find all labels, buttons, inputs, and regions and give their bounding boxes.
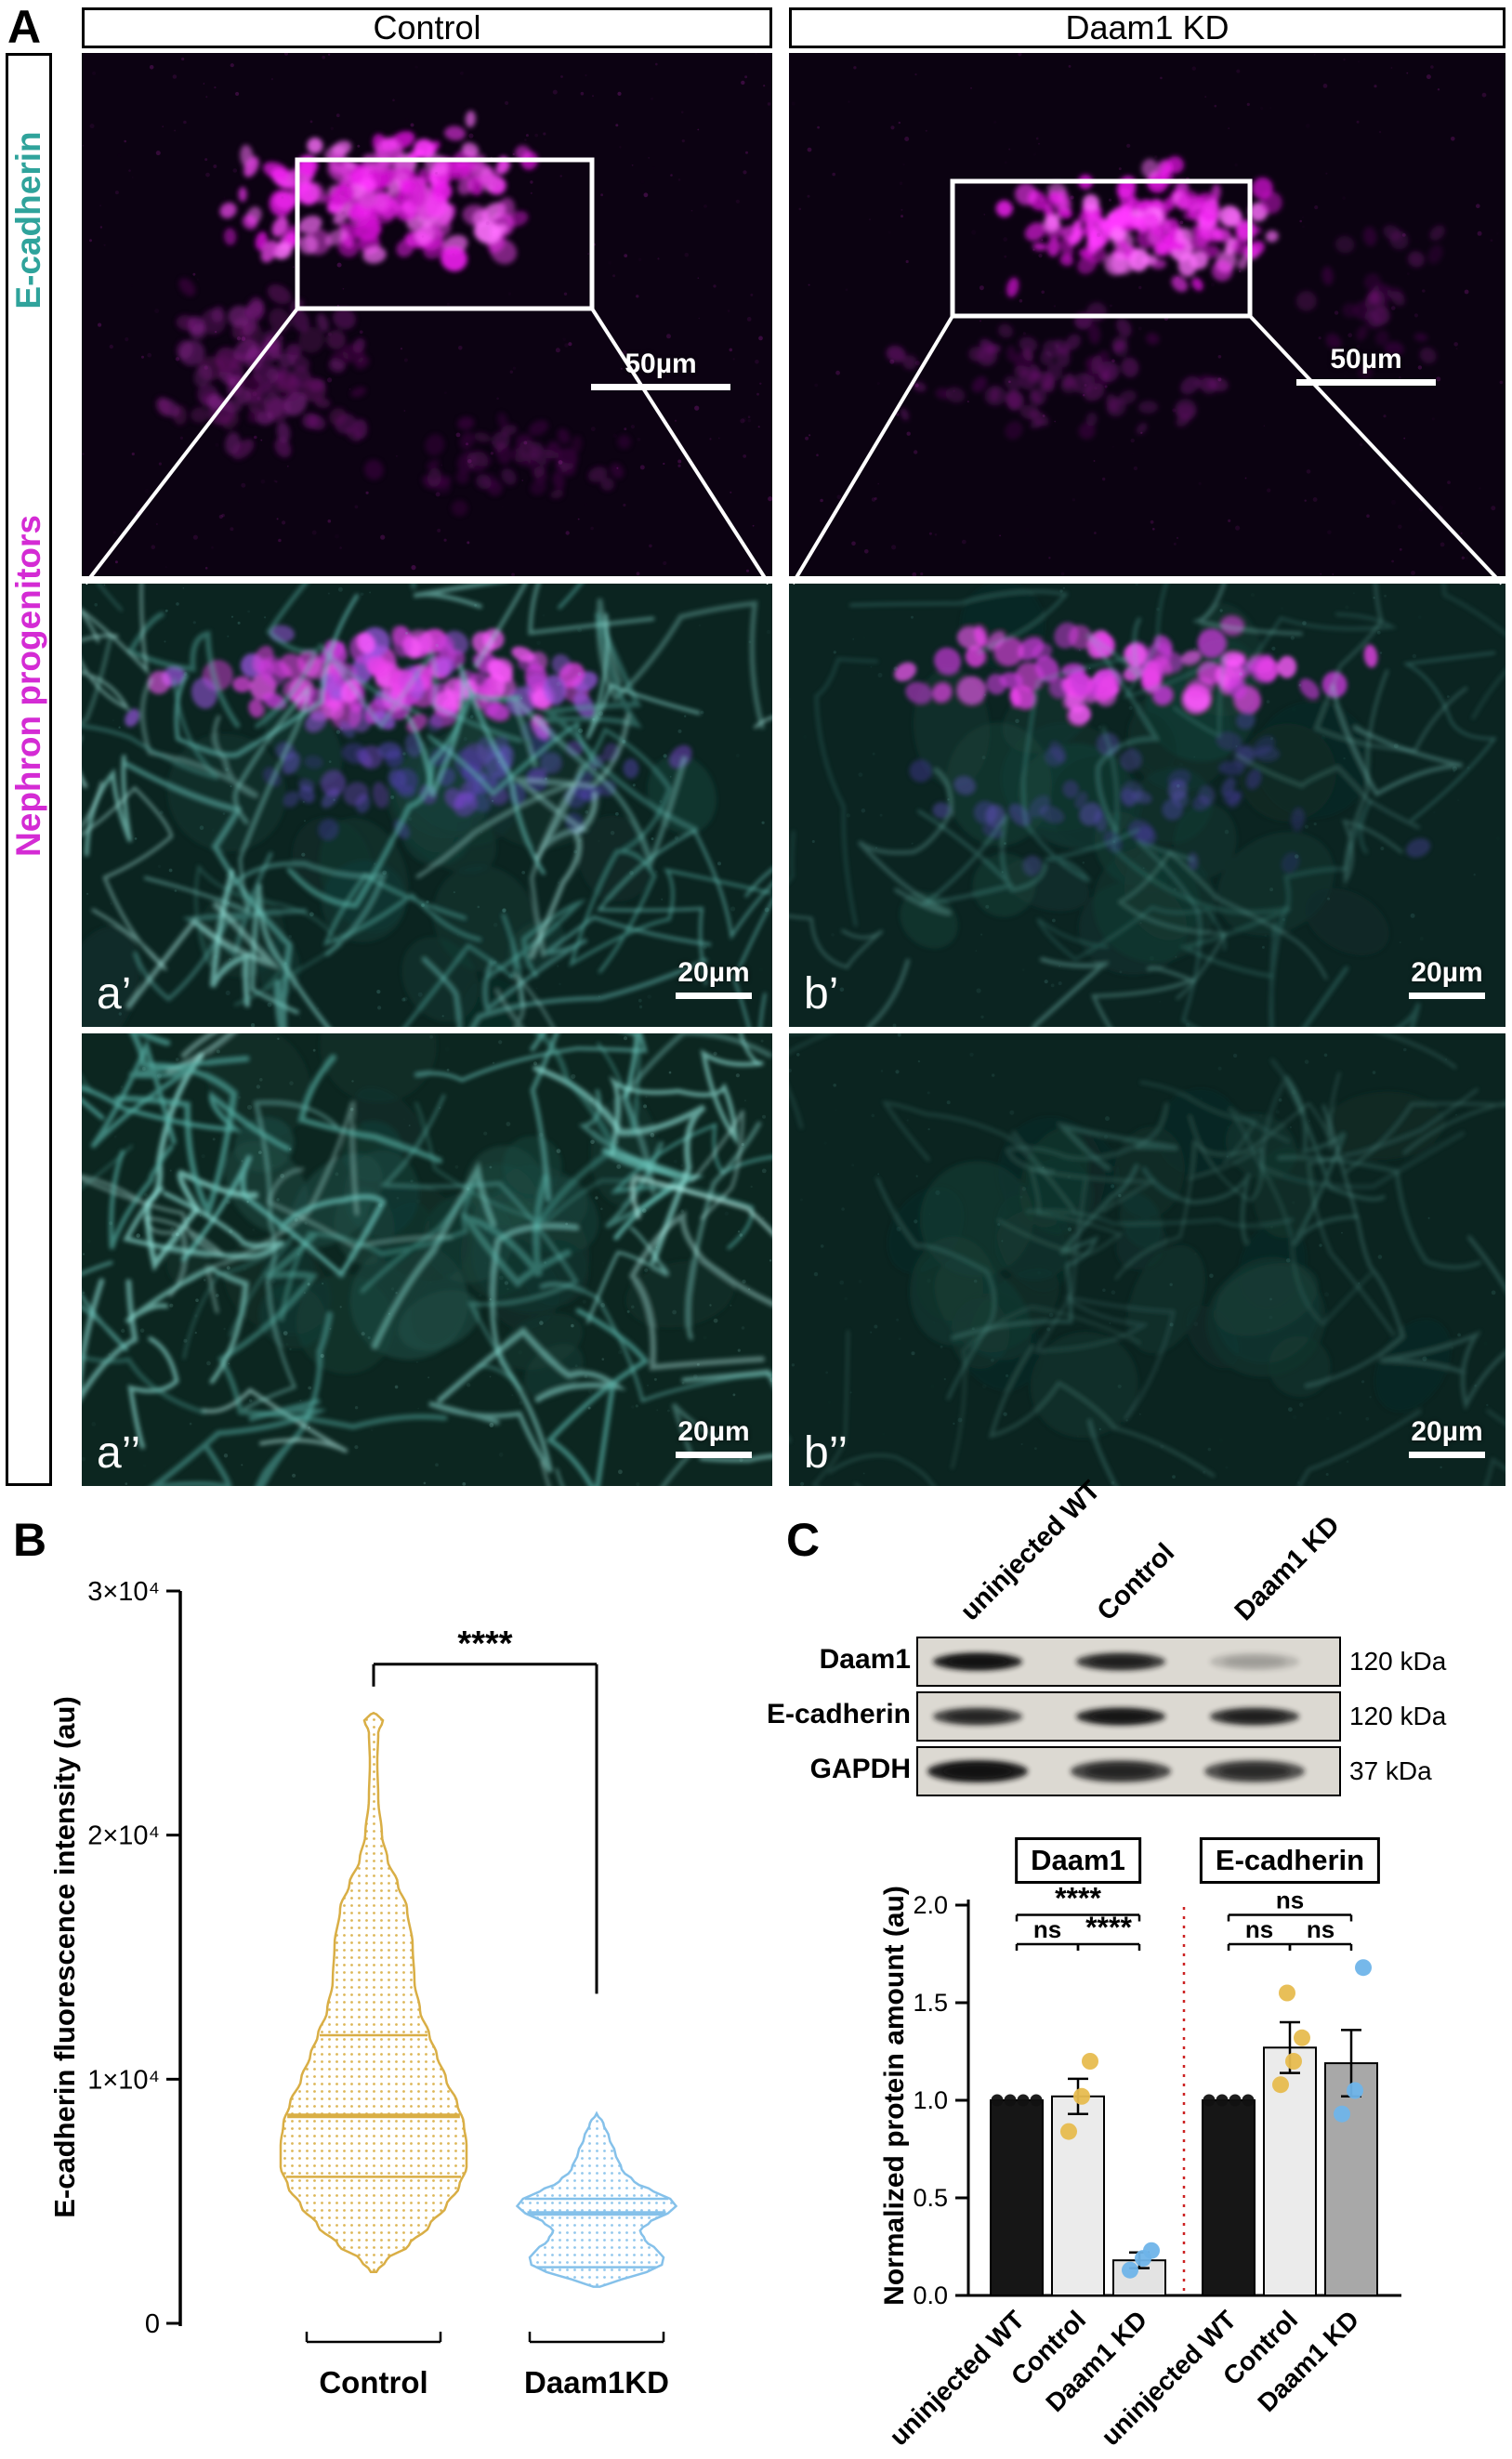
scale-bar-line	[1409, 1452, 1485, 1458]
scale-bar: 20µm	[1409, 957, 1485, 999]
svg-text:ns: ns	[1307, 1915, 1335, 1943]
bar-group-title-ecadherin: E-cadherin	[1199, 1837, 1381, 1884]
side-label-nephron-progenitors: Nephron progenitors	[9, 515, 47, 857]
scale-bar-line	[591, 384, 730, 390]
svg-text:uninjected WT: uninjected WT	[1096, 2305, 1242, 2451]
micrograph-control-overview: 50µm	[82, 53, 772, 576]
svg-text:2.0: 2.0	[913, 1891, 948, 1919]
svg-text:0: 0	[145, 2309, 160, 2339]
micrograph-image	[789, 1033, 1505, 1486]
micrograph-control-ecadherin: a’’ 20µm	[82, 1033, 772, 1486]
svg-text:****: ****	[1055, 1882, 1101, 1915]
svg-text:1×10⁴: 1×10⁴	[87, 2065, 160, 2095]
column-header-daam1kd: Daam1 KD	[789, 7, 1505, 48]
scale-bar-line	[1296, 379, 1436, 386]
scale-bar: 20µm	[676, 1416, 752, 1458]
svg-text:1.0: 1.0	[913, 2086, 948, 2114]
svg-text:uninjected WT: uninjected WT	[884, 2305, 1030, 2451]
svg-text:Control: Control	[1006, 2305, 1091, 2390]
svg-text:E-cadherin fluorescence intens: E-cadherin fluorescence intensity (au)	[48, 1696, 81, 2218]
column-header-control: Control	[82, 7, 772, 48]
blot-kda-label: 120 kDa	[1349, 1647, 1447, 1676]
micrograph-daam1kd-overview: 50µm	[789, 53, 1505, 576]
micrograph-daam1kd-merge: b’ 20µm	[789, 584, 1505, 1027]
scale-bar-label: 50µm	[1330, 344, 1402, 375]
svg-text:Daam1 KD: Daam1 KD	[1252, 2305, 1364, 2417]
panel-b-label: B	[13, 1514, 47, 1566]
micrograph-image	[82, 584, 772, 1027]
blot-row-label: GAPDH	[809, 1754, 911, 1784]
svg-text:Daam1KD: Daam1KD	[524, 2365, 669, 2400]
svg-text:Daam1 KD: Daam1 KD	[1040, 2305, 1152, 2417]
svg-text:0.5: 0.5	[913, 2184, 948, 2212]
blot-lane-label: Daam1 KD	[1229, 1510, 1346, 1627]
micrograph-image	[82, 53, 772, 576]
scale-bar-line	[676, 993, 752, 999]
scale-bar: 20µm	[1409, 1416, 1485, 1458]
blot-kda-label: 37 kDa	[1349, 1756, 1432, 1785]
micrograph-image	[82, 1033, 772, 1486]
scale-bar: 50µm	[591, 348, 730, 390]
tile-letter: b’’	[804, 1428, 848, 1478]
blot-kda-label: 120 kDa	[1349, 1702, 1447, 1730]
blot-row-label: Daam1	[819, 1644, 911, 1675]
micrograph-daam1kd-ecadherin: b’’ 20µm	[789, 1033, 1505, 1486]
panel-c-label: C	[786, 1514, 821, 1566]
tile-letter: b’	[804, 969, 839, 1019]
micrograph-control-merge: a’ 20µm	[82, 584, 772, 1027]
blot-lane-label: uninjected WT	[954, 1475, 1107, 1627]
svg-text:ns: ns	[1245, 1915, 1273, 1943]
micrograph-image	[789, 53, 1505, 576]
micrograph-image	[789, 584, 1505, 1027]
svg-text:****: ****	[1085, 1911, 1132, 1944]
scale-bar-label: 20µm	[677, 1416, 750, 1447]
svg-text:ns: ns	[1033, 1915, 1061, 1943]
blot-row-label: E-cadherin	[766, 1699, 911, 1729]
scale-bar-label: 20µm	[677, 957, 750, 988]
panel-a-label: A	[7, 1, 42, 53]
svg-text:Control: Control	[319, 2365, 427, 2400]
scale-bar-label: 20µm	[1411, 1416, 1483, 1447]
tile-letter: a’	[97, 969, 132, 1019]
scale-bar: 50µm	[1296, 344, 1436, 386]
svg-text:0.0: 0.0	[913, 2281, 948, 2309]
svg-text:ns: ns	[1276, 1887, 1304, 1914]
svg-text:Normalized protein amount (au): Normalized protein amount (au)	[879, 1886, 910, 2306]
scale-bar: 20µm	[676, 957, 752, 999]
bar-group-title-daam1: Daam1	[1015, 1837, 1141, 1884]
side-label-box	[6, 53, 52, 1486]
scale-bar-label: 20µm	[1411, 957, 1483, 988]
svg-text:2×10⁴: 2×10⁴	[87, 1821, 160, 1851]
tile-letter: a’’	[97, 1428, 141, 1478]
scale-bar-line	[1409, 993, 1485, 999]
side-label-ecadherin: E-cadherin	[9, 131, 47, 309]
scale-bar-line	[676, 1452, 752, 1458]
svg-text:****: ****	[457, 1624, 512, 1663]
scale-bar-label: 50µm	[625, 348, 697, 379]
blot-lane-label: Control	[1091, 1537, 1181, 1627]
svg-text:Control: Control	[1217, 2305, 1303, 2390]
svg-text:1.5: 1.5	[913, 1989, 948, 2017]
svg-text:3×10⁴: 3×10⁴	[87, 1577, 160, 1607]
